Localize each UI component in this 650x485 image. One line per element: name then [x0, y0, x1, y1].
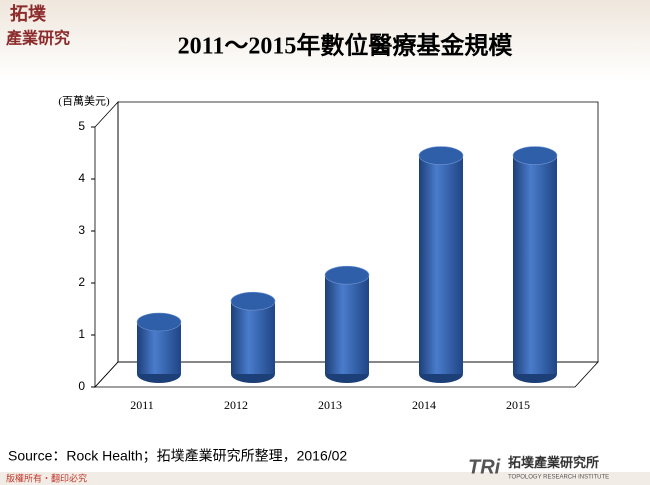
brand: TRi	[468, 456, 501, 478]
y-axis-label: (百萬美元)	[58, 95, 110, 108]
y-tick-label: 4	[78, 171, 85, 185]
y-tick-label: 3	[78, 223, 85, 237]
bar-top	[418, 146, 464, 165]
copyright: 版權所有・翻印必究	[6, 472, 87, 483]
bar-top	[512, 146, 558, 165]
floor	[94, 361, 599, 388]
bar-top	[230, 291, 276, 311]
y-tick-label: 1	[78, 327, 85, 341]
bar	[136, 312, 182, 383]
source: Source：Rock Health；拓墣產業研究所整理，2016/02	[8, 448, 347, 465]
chart-title: 2011～2015年數位醫療基金規模	[178, 32, 514, 60]
bar-body	[513, 155, 557, 374]
x-tick-label: 2014	[412, 398, 436, 412]
logo-text: 產業研究	[6, 29, 70, 48]
side-wall	[94, 100, 119, 389]
x-tick-label: 2015	[506, 398, 530, 412]
bar-top	[136, 312, 182, 332]
bar-top	[324, 265, 370, 285]
x-tick-label: 2011	[130, 398, 154, 412]
bar-body	[231, 301, 275, 374]
brand-sub: TOPOLOGY RESEARCH INSTITUTE	[508, 475, 609, 481]
y-tick-label: 5	[78, 119, 85, 133]
header-bg	[0, 0, 650, 80]
bar	[230, 291, 276, 383]
x-tick-label: 2012	[224, 398, 248, 412]
plot: 0 1 2 3 4 5 2011 2012 2013 2014 2015	[78, 100, 599, 412]
y-tick-label: 0	[78, 379, 85, 393]
bar-body	[325, 275, 369, 374]
bar	[324, 265, 370, 383]
x-tick-label: 2013	[318, 398, 342, 412]
y-tick-label: 2	[78, 275, 85, 289]
bar	[512, 146, 558, 383]
brand-name: 拓墣產業研究所	[508, 455, 599, 470]
bar-body	[419, 155, 463, 374]
logo-text: 拓墣	[10, 3, 46, 24]
footer-bar	[0, 472, 650, 485]
bar	[418, 146, 464, 383]
